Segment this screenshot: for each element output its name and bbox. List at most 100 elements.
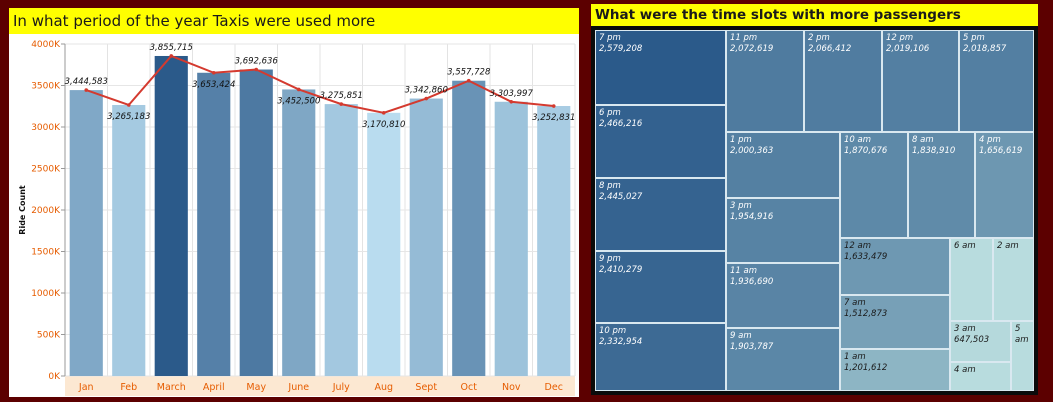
treemap-cell-8-am: 8 am 1,838,910 xyxy=(908,132,975,238)
treemap-cell-6-am: 6 am xyxy=(950,238,993,321)
y-tick-label: 500K xyxy=(37,331,61,341)
treemap-cell-label: 4 am xyxy=(954,365,976,375)
x-tick-label: Sept xyxy=(415,382,437,393)
treemap-cell-label: 6 am xyxy=(954,241,976,251)
treemap-cell-7-am: 7 am 1,512,873 xyxy=(840,295,950,349)
treemap-cell-1-pm: 1 pm 2,000,363 xyxy=(726,132,840,198)
value-label-june: 3,452,500 xyxy=(277,96,320,106)
trend-point xyxy=(509,99,514,104)
bar-jan xyxy=(69,90,103,376)
treemap-cell-value: 2,018,857 xyxy=(963,44,1007,54)
value-label-jan: 3,444,583 xyxy=(65,77,108,87)
y-tick-label: 3500K xyxy=(31,82,61,92)
treemap-cell-8-pm: 8 pm 2,445,027 xyxy=(595,178,726,251)
x-tick-label: Nov xyxy=(502,382,521,393)
treemap-cell-value: 2,410,279 xyxy=(599,265,643,275)
treemap-cell-9-am: 9 am 1,903,787 xyxy=(726,328,840,391)
treemap-cell-label: 8 am xyxy=(912,135,934,145)
bar-march xyxy=(154,55,188,377)
x-axis-band xyxy=(65,376,575,396)
treemap-cell-value: 2,332,954 xyxy=(599,337,643,347)
value-label-april: 3,653,424 xyxy=(192,80,235,90)
time-slot-treemap: 7 pm 2,579,208 6 pm 2,466,216 8 pm 2,445,027 9… xyxy=(595,30,1034,391)
bar-dec xyxy=(537,106,571,377)
treemap-cell-7-pm: 7 pm 2,579,208 xyxy=(595,30,726,105)
trend-point xyxy=(211,70,216,75)
treemap-cell-value: 1,936,690 xyxy=(730,277,774,287)
value-label-feb: 3,265,183 xyxy=(107,112,150,122)
treemap-cell-12-am: 12 am 1,633,479 xyxy=(840,238,950,295)
y-tick-label: 2000K xyxy=(31,206,61,216)
treemap-cell-value: 1,201,612 xyxy=(844,363,888,373)
x-tick-label: April xyxy=(203,382,225,393)
monthly-chart-title: In what period of the year Taxis were us… xyxy=(9,8,579,34)
monthly-ride-chart-panel: In what period of the year Taxis were us… xyxy=(9,8,579,397)
value-label-dec: 3,252,831 xyxy=(532,113,575,123)
treemap-cell-4-pm: 4 pm 1,656,619 xyxy=(975,132,1034,238)
x-tick-label: July xyxy=(332,382,350,393)
x-tick-label: March xyxy=(157,382,186,393)
treemap-cell-2-pm: 2 pm 2,066,412 xyxy=(804,30,882,132)
treemap-cell-value: 647,503 xyxy=(954,335,990,345)
treemap-cell-label: 12 am xyxy=(844,241,872,251)
y-tick-label: 3000K xyxy=(31,123,61,133)
treemap-cell-value: 1,633,479 xyxy=(844,252,888,262)
treemap-title: What were the time slots with more passe… xyxy=(591,4,1038,26)
treemap-cell-value: 2,466,216 xyxy=(599,119,643,129)
treemap-cell-6-pm: 6 pm 2,466,216 xyxy=(595,105,726,178)
value-label-sept: 3,342,860 xyxy=(405,86,448,96)
treemap-cell-1-am: 1 am 1,201,612 xyxy=(840,349,950,391)
treemap-cell-label: 8 pm xyxy=(599,181,621,191)
bar-april xyxy=(197,72,231,376)
treemap-cell-value: 1,512,873 xyxy=(844,309,888,319)
treemap-cell-label: 12 pm xyxy=(886,33,914,43)
trend-point xyxy=(126,103,131,107)
treemap-cell-value: 1,870,676 xyxy=(844,146,888,156)
trend-point xyxy=(551,104,556,108)
treemap-cell-label: 1 pm xyxy=(730,135,752,145)
treemap-cell-10-am: 10 am 1,870,676 xyxy=(840,132,908,238)
bar-feb xyxy=(112,104,146,377)
treemap-cell-label: 1 am xyxy=(844,352,866,362)
treemap-cell-label: 9 pm xyxy=(599,254,621,264)
treemap-cell-label: 2 am xyxy=(997,241,1019,251)
treemap-cell-label: 4 pm xyxy=(979,135,1001,145)
trend-point xyxy=(169,54,174,58)
treemap-cell-label: 9 am xyxy=(730,331,752,341)
treemap-cell-label: 3 pm xyxy=(730,201,752,211)
value-label-may: 3,692,636 xyxy=(235,57,279,67)
treemap-cell-4-am: 4 am xyxy=(950,362,1011,391)
treemap-cell-3-am: 3 am 647,503 xyxy=(950,321,1011,362)
value-label-july: 3,275,851 xyxy=(320,91,363,101)
trend-point xyxy=(339,102,344,106)
treemap-cell-value: 2,066,412 xyxy=(808,44,852,54)
y-tick-label: 2500K xyxy=(31,165,61,175)
monthly-bar-chart: 0K 500K 1000K 1500K 2000K 2500K 3000K 3500K 4000… xyxy=(18,40,576,396)
x-tick-label: Jan xyxy=(78,382,94,393)
y-tick-label: 1500K xyxy=(31,248,61,258)
trend-point xyxy=(381,111,386,115)
treemap-cell-10-pm: 10 pm 2,332,954 xyxy=(595,323,726,391)
y-tick-label: 4000K xyxy=(31,40,61,50)
treemap-cell-label: 5 am xyxy=(1015,324,1029,345)
treemap-cell-9-pm: 9 pm 2,410,279 xyxy=(595,251,726,323)
bar-june xyxy=(282,89,316,376)
x-tick-label: May xyxy=(246,382,266,393)
x-tick-label: Feb xyxy=(120,382,137,393)
treemap-cell-value: 2,000,363 xyxy=(730,146,774,156)
value-label-aug: 3,170,810 xyxy=(362,120,405,130)
value-label-nov: 3,303,997 xyxy=(490,89,534,99)
bar-aug xyxy=(367,112,401,377)
treemap-cell-value: 2,445,027 xyxy=(599,192,643,202)
treemap-cell-value: 2,579,208 xyxy=(599,44,643,54)
treemap-cell-label: 7 pm xyxy=(599,33,621,43)
treemap-cell-label: 2 pm xyxy=(808,33,830,43)
trend-point xyxy=(84,88,89,92)
value-label-oct: 3,557,728 xyxy=(447,68,491,78)
treemap-cell-value: 2,019,106 xyxy=(886,44,930,54)
treemap-cell-5-pm: 5 pm 2,018,857 xyxy=(959,30,1034,132)
treemap-cell-label: 5 pm xyxy=(963,33,985,43)
treemap-cell-value: 1,656,619 xyxy=(979,146,1023,156)
treemap-cell-5-am: 5 am xyxy=(1011,321,1034,391)
treemap-cell-label: 10 am xyxy=(844,135,872,145)
